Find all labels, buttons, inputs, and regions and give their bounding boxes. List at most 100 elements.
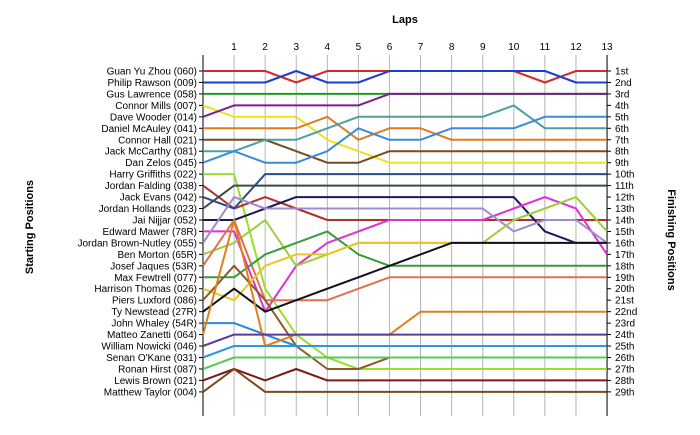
finishing-position-label: 28th (615, 376, 634, 387)
finishing-position-label: 20th (615, 284, 634, 295)
starting-position-label: Gus Lawrence (058) (106, 89, 197, 100)
starting-position-label: Jack Evans (042) (120, 193, 197, 204)
finishing-position-label: 29th (615, 387, 634, 398)
left-axis-title: Starting Positions (24, 180, 36, 274)
finishing-position-label: 6th (615, 124, 629, 135)
x-tick-label: 12 (570, 42, 582, 53)
driver-line-6 (203, 115, 607, 141)
driver-line-9 (202, 115, 607, 164)
right-axis-title: Finishing Positions (665, 189, 677, 290)
starting-position-label: Jordan Hollands (023) (99, 204, 197, 215)
finishing-position-label: 24th (615, 330, 634, 341)
finishing-position-label: 14th (615, 215, 634, 226)
finishing-position-label: 5th (615, 112, 629, 123)
finishing-position-label: 21st (615, 296, 634, 307)
finishing-position-label: 2nd (615, 78, 632, 89)
finishing-position-label: 17th (615, 250, 634, 261)
finishing-position-label: 4th (615, 101, 629, 112)
starting-position-label: Daniel McAuley (041) (101, 124, 197, 135)
driver-line-12 (202, 173, 607, 210)
finishing-position-label: 23rd (615, 319, 635, 330)
starting-position-label: John Whaley (54R) (111, 319, 197, 330)
finishing-position-label: 10th (615, 170, 634, 181)
driver-line-22 (202, 241, 607, 313)
driver-line-14 (203, 196, 607, 244)
starting-position-label: Jordan Falding (038) (105, 181, 197, 192)
x-tick-label: 9 (480, 42, 486, 53)
driver-line-26 (202, 345, 607, 359)
driver-line-8 (203, 104, 607, 153)
x-tick-label: 6 (387, 42, 393, 53)
starting-position-label: Edward Mawer (78R) (103, 227, 197, 238)
finishing-position-label: 25th (615, 342, 634, 353)
driver-line-10 (203, 173, 607, 370)
starting-position-label: Jai Nijjar (052) (133, 215, 197, 226)
series-lines (202, 70, 608, 393)
starting-position-label: Piers Luxford (086) (112, 296, 197, 307)
starting-position-label: Dan Zelos (045) (125, 158, 197, 169)
grid-lines (233, 55, 608, 416)
driver-line-29 (202, 368, 607, 393)
finishing-position-label: 8th (615, 147, 629, 158)
finishing-position-label: 22nd (615, 307, 637, 318)
starting-position-label: Matteo Zanetti (064) (107, 330, 197, 341)
starting-position-label: Connor Mills (007) (115, 101, 197, 112)
finishing-position-label: 26th (615, 353, 634, 364)
driver-line-19 (203, 230, 607, 279)
driver-line-28 (202, 368, 607, 382)
starting-position-label: William Nowicki (046) (101, 342, 197, 353)
x-tick-label: 7 (418, 42, 424, 53)
finishing-position-label: 12th (615, 193, 634, 204)
starting-position-label: Connor Hall (021) (118, 135, 197, 146)
driver-line-13 (202, 184, 607, 210)
finishing-position-label: 1st (615, 67, 629, 78)
x-tick-label: 4 (325, 42, 331, 53)
starting-position-label: Harrison Thomas (026) (94, 284, 197, 295)
starting-position-label: Matthew Taylor (004) (104, 387, 197, 398)
starting-position-label: Ronan Hirst (087) (118, 364, 197, 375)
finishing-position-label: 7th (615, 135, 629, 146)
starting-position-label: Ty Newstead (27R) (111, 307, 197, 318)
driver-line-16 (202, 196, 608, 244)
starting-position-label: Guan Yu Zhou (060) (107, 67, 197, 78)
starting-position-label: Philip Rawson (009) (108, 78, 198, 89)
x-tick-label: 8 (449, 42, 455, 53)
starting-position-label: Harry Griffiths (022) (109, 170, 197, 181)
x-tick-label: 3 (293, 42, 299, 53)
driver-line-24 (202, 219, 607, 347)
finishing-position-label: 13th (615, 204, 634, 215)
finishing-position-label: 11th (615, 181, 634, 192)
driver-line-4 (202, 104, 607, 164)
finishing-position-label: 19th (615, 273, 634, 284)
x-axis-title: Laps (392, 14, 418, 26)
driver-line-5 (202, 92, 607, 118)
starting-position-label: Max Fewtrell (077) (114, 273, 197, 284)
x-tick-label: 11 (540, 42, 551, 53)
finishing-position-label: 9th (615, 158, 629, 169)
finishing-position-label: 27th (615, 364, 634, 375)
driver-line-25 (202, 333, 607, 347)
driver-line-7 (203, 138, 607, 164)
driver-line-27 (202, 356, 607, 370)
finishing-position-label: 18th (615, 261, 634, 272)
finishing-position-label: 15th (615, 227, 634, 238)
x-tick-label: 1 (231, 42, 237, 53)
x-tick-label: 10 (508, 42, 520, 53)
starting-position-label: Jack McCarthy (081) (105, 147, 197, 158)
driver-line-2 (203, 70, 607, 84)
starting-position-label: Jordan Brown-Nutley (055) (78, 238, 198, 249)
driver-line-15 (203, 196, 608, 313)
starting-position-label: Lewis Brown (021) (114, 376, 197, 387)
x-tick-label: 2 (262, 42, 268, 53)
axes (199, 55, 612, 416)
starting-position-label: Senan O'Kane (031) (106, 353, 197, 364)
starting-position-label: Josef Jaques (53R) (110, 261, 197, 272)
x-tick-label: 13 (601, 42, 613, 53)
x-tick-label: 5 (356, 42, 362, 53)
starting-position-label: Dave Wooder (014) (110, 112, 197, 123)
driver-line-18 (202, 219, 607, 302)
starting-position-label: Ben Morton (65R) (118, 250, 197, 261)
